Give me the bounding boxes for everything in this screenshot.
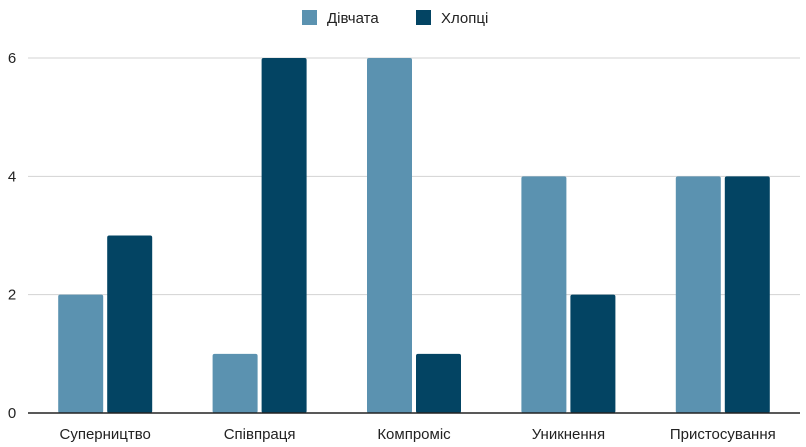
- legend-label-girls: Дівчата: [327, 10, 379, 27]
- x-tick-label: Уникнення: [532, 426, 605, 442]
- bar-girls-0: [58, 294, 104, 413]
- bar-girls-1: [212, 353, 258, 413]
- legend-swatch-boys: [416, 10, 431, 25]
- x-tick-label: Пристосування: [670, 426, 776, 442]
- bar-boys-2: [416, 353, 461, 413]
- legend-swatch-girls: [302, 10, 317, 25]
- bar-boys-4: [724, 176, 770, 413]
- legend: Дівчата Хлопці: [302, 10, 488, 27]
- bar-girls-3: [521, 176, 567, 413]
- axes: 0 2 4 6 Суперництво Співпраця Компроміс Уникнен…: [8, 50, 800, 443]
- y-tick-label: 0: [8, 405, 16, 422]
- bars: [58, 58, 770, 413]
- bar-girls-4: [675, 176, 721, 413]
- y-tick-label: 6: [8, 50, 16, 67]
- legend-label-boys: Хлопці: [441, 10, 488, 27]
- bar-boys-1: [261, 58, 307, 413]
- x-tick-label: Суперництво: [59, 426, 150, 442]
- bar-boys-3: [570, 294, 616, 413]
- gridlines: [28, 57, 800, 296]
- bar-girls-2: [367, 58, 412, 413]
- x-tick-label: Компроміс: [377, 426, 451, 442]
- y-tick-label: 4: [8, 168, 16, 185]
- x-tick-label: Співпраця: [224, 426, 296, 442]
- bar-boys-0: [107, 235, 153, 413]
- y-tick-label: 2: [8, 287, 16, 304]
